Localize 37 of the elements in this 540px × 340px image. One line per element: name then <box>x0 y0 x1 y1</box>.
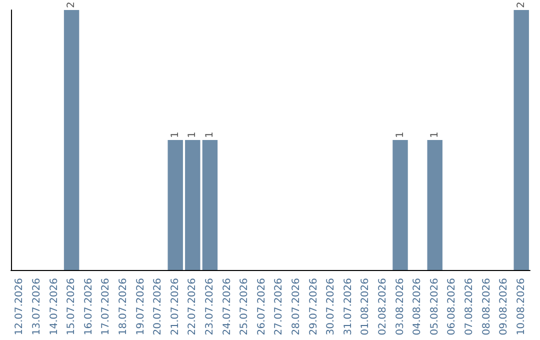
x-tick-label: 04.08.2026 <box>412 278 424 336</box>
x-tick-label: 07.08.2026 <box>464 278 475 336</box>
x-tick-label: 22.07.2026 <box>187 278 198 336</box>
x-tick-label: 19.07.2026 <box>135 278 146 336</box>
data-label: 1 <box>429 132 440 138</box>
x-tick-label: 27.07.2026 <box>274 278 285 336</box>
data-label: 1 <box>204 132 216 138</box>
x-tick-label: 25.07.2026 <box>239 278 250 336</box>
x-tick-label: 30.07.2026 <box>326 278 337 336</box>
x-tick-label: 03.08.2026 <box>394 278 406 336</box>
x-tick-label: 24.07.2026 <box>222 278 233 336</box>
x-tick-label: 31.07.2026 <box>342 278 354 336</box>
x-tick-label: 18.07.2026 <box>118 278 129 336</box>
x-tick-label: 28.07.2026 <box>290 278 302 336</box>
x-tick-label: 29.07.2026 <box>308 278 320 336</box>
x-tick-label: 15.07.2026 <box>66 278 78 336</box>
x-tick-label: 01.08.2026 <box>360 278 372 336</box>
x-tick-label: 06.08.2026 <box>446 278 458 336</box>
data-label: 1 <box>394 132 406 138</box>
x-tick-label: 09.08.2026 <box>498 278 510 336</box>
x-tick-label: 08.08.2026 <box>481 278 492 336</box>
x-tick-label: 05.08.2026 <box>429 278 440 336</box>
data-label: 2 <box>516 2 527 8</box>
data-label: 1 <box>187 132 198 138</box>
x-tick-label: 02.08.2026 <box>377 278 388 336</box>
data-label: 2 <box>66 2 78 8</box>
x-tick-label: 21.07.2026 <box>170 278 181 336</box>
x-tick-label: 20.07.2026 <box>152 278 164 336</box>
x-tick-label: 23.07.2026 <box>204 278 216 336</box>
x-tick-label: 13.07.2026 <box>31 278 42 336</box>
x-tick-label: 14.07.2026 <box>48 278 60 336</box>
x-tick-label: 26.07.2026 <box>256 278 268 336</box>
x-tick-label: 12.07.2026 <box>14 278 26 336</box>
x-tick-label: 16.07.2026 <box>83 278 94 336</box>
x-tick-label: 17.07.2026 <box>100 278 112 336</box>
x-tick-label: 10.08.2026 <box>516 278 527 336</box>
data-label: 1 <box>170 132 181 138</box>
